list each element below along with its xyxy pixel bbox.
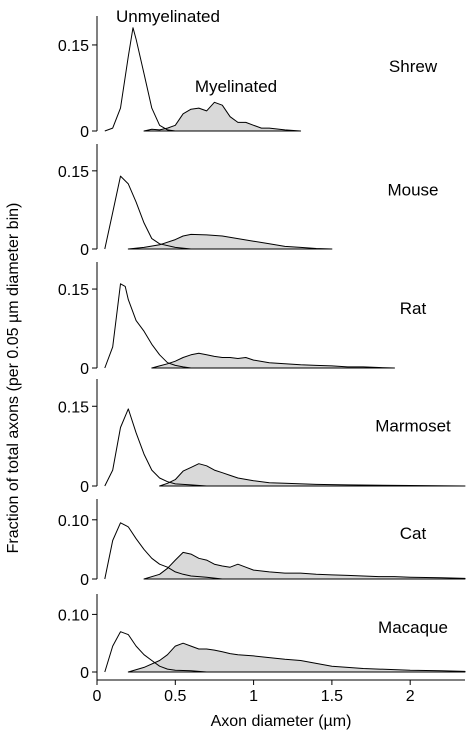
y-tick-label: 0.15 — [58, 399, 89, 416]
y-tick-label: 0.10 — [58, 513, 89, 530]
myelinated-area-macaque — [127, 642, 466, 673]
panel-marmoset: 0 0.15 Marmoset — [58, 379, 466, 496]
panel-shrew: 0 0.15 Shrew — [58, 16, 438, 141]
unmyelinated-line-cat — [104, 522, 223, 580]
y-tick-label: 0 — [80, 479, 89, 496]
myelinated-area-marmoset — [159, 463, 466, 487]
x-tick-label: 1 — [249, 688, 258, 705]
x-tick-label: 2 — [406, 688, 415, 705]
y-tick-label: 0 — [80, 361, 89, 378]
panel-mouse: 0 0.15 Mouse — [58, 144, 439, 259]
species-label: Macaque — [378, 618, 448, 637]
y-tick-label: 0.15 — [58, 164, 89, 181]
y-tick-label: 0 — [80, 124, 89, 141]
unmyelinated-line-marmoset — [104, 408, 207, 487]
panel-cat: 0 0.10 Cat — [58, 499, 466, 589]
species-label: Marmoset — [375, 416, 451, 435]
panel-macaque: 0 0.10 Macaque — [58, 594, 466, 682]
species-label: Cat — [400, 524, 427, 543]
y-tick-label: 0 — [80, 572, 89, 589]
myelinated-area-rat — [151, 352, 395, 369]
x-tick-label: 1.5 — [321, 688, 343, 705]
myelinated-annotation: Myelinated — [195, 77, 277, 96]
species-label: Shrew — [389, 57, 438, 76]
x-tick-label: 0.5 — [164, 688, 186, 705]
myelinated-area-mouse — [127, 233, 333, 250]
panel-rat: 0 0.15 Rat — [58, 262, 427, 378]
x-tick-label: 0 — [93, 688, 102, 705]
x-axis: 0 0.5 1 1.5 2 — [93, 672, 465, 705]
y-tick-label: 0.15 — [58, 38, 89, 55]
unmyelinated-line-macaque — [104, 631, 207, 673]
y-tick-label: 0.10 — [58, 607, 89, 624]
unmyelinated-line-rat — [104, 283, 192, 369]
y-tick-label: 0.15 — [58, 282, 89, 299]
unmyelinated-line-mouse — [104, 175, 192, 250]
unmyelinated-line-shrew — [104, 27, 176, 132]
myelinated-area-shrew — [143, 101, 302, 132]
panels-group: 0 0.15 Shrew 0 0.15 Mouse 0 0.15 Rat 0 0.15 Marmose… — [58, 16, 466, 682]
y-tick-label: 0 — [80, 665, 89, 682]
y-tick-label: 0 — [80, 242, 89, 259]
myelinated-area-cat — [143, 551, 466, 580]
y-axis-title: Fraction of total axons (per 0.05 µm dia… — [5, 203, 22, 554]
x-axis-title: Axon diameter (µm) — [211, 713, 352, 730]
species-label: Mouse — [387, 181, 438, 200]
unmyelinated-annotation: Unmyelinated — [116, 7, 220, 26]
species-label: Rat — [400, 299, 427, 318]
